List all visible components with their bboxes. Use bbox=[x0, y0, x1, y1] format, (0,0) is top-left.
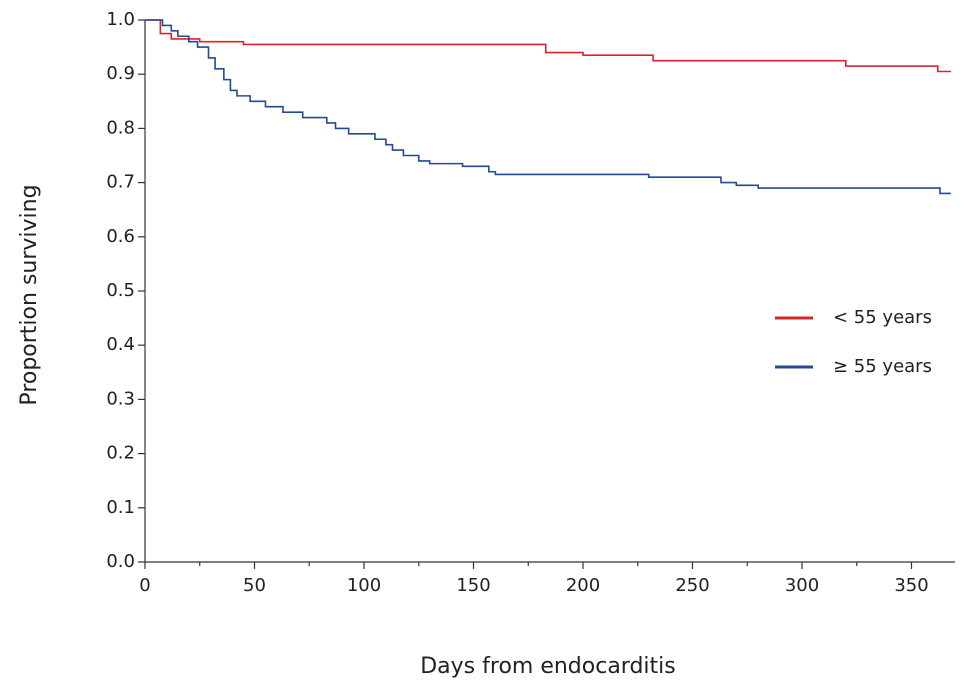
y-tick-label: 1.0 bbox=[106, 9, 135, 30]
y-tick-label: 0.1 bbox=[106, 497, 135, 518]
legend-label: < 55 years bbox=[833, 307, 932, 328]
y-tick-label: 0.5 bbox=[106, 280, 135, 301]
x-tick-label: 150 bbox=[456, 575, 490, 596]
x-tick-label: 300 bbox=[785, 575, 819, 596]
y-tick-label: 0.2 bbox=[106, 443, 135, 464]
y-tick-label: 0.9 bbox=[106, 63, 135, 84]
x-tick-label: 250 bbox=[675, 575, 709, 596]
x-tick-label: 200 bbox=[566, 575, 600, 596]
y-tick-label: 0.6 bbox=[106, 226, 135, 247]
y-tick-label: 0.7 bbox=[106, 172, 135, 193]
x-tick-label: 0 bbox=[139, 575, 150, 596]
survival-line bbox=[145, 19, 951, 195]
legend-label: ≥ 55 years bbox=[833, 356, 932, 377]
y-tick-label: 0.4 bbox=[106, 334, 135, 355]
y-tick-label: 0.8 bbox=[106, 117, 135, 138]
y-axis-title: Proportion surviving bbox=[17, 184, 42, 405]
y-tick-label: 0.3 bbox=[106, 388, 135, 409]
x-axis-title: Days from endocarditis bbox=[420, 654, 676, 679]
x-tick-label: 50 bbox=[243, 575, 266, 596]
y-tick-label: 0.0 bbox=[106, 551, 135, 572]
survival-line bbox=[145, 19, 951, 73]
x-tick-label: 350 bbox=[894, 575, 928, 596]
x-tick-label: 100 bbox=[347, 575, 381, 596]
